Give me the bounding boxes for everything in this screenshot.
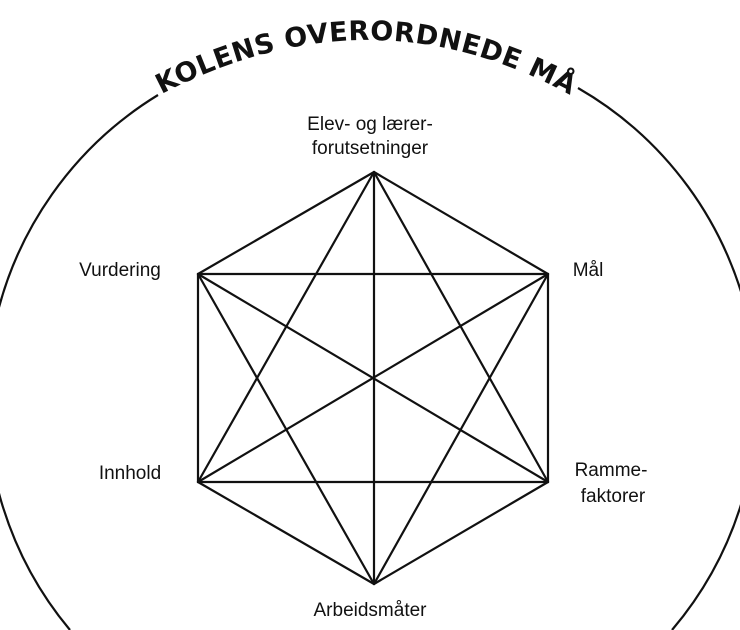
diagram-title: SKOLENS OVERORDNEDE MÅL xyxy=(0,0,582,101)
hexagon-diagonals xyxy=(196,170,550,586)
node-label-bottom: Arbeidsmåter xyxy=(314,600,428,621)
node-label-lower-right-line1: Ramme- xyxy=(575,460,648,481)
node-label-upper-right: Mål xyxy=(573,260,604,281)
edge-upper-left-top xyxy=(196,170,376,276)
hexagon xyxy=(196,170,550,586)
edge-top-upper-right xyxy=(372,170,550,276)
outer-circle-right-arc xyxy=(577,87,740,630)
node-label-lower-right-line2: faktorer xyxy=(581,486,646,507)
edge-lower-right-bottom xyxy=(372,480,550,586)
edge-bottom-lower-left xyxy=(196,480,376,586)
outer-circle-left-arc xyxy=(0,94,159,630)
node-label-lower-left: Innhold xyxy=(99,463,161,484)
diagonal-top-lower-left xyxy=(196,170,376,484)
diagonal-bottom-upper-left xyxy=(196,272,376,586)
diagonal-bottom-upper-right xyxy=(372,272,550,586)
node-label-top-line2: forutsetninger xyxy=(312,138,429,159)
node-label-top-line1: Elev- og lærer- xyxy=(307,114,433,135)
diagonal-top-lower-right xyxy=(372,170,550,484)
node-label-upper-left: Vurdering xyxy=(79,260,161,281)
diagonal-lower-left-upper-right xyxy=(196,272,550,484)
